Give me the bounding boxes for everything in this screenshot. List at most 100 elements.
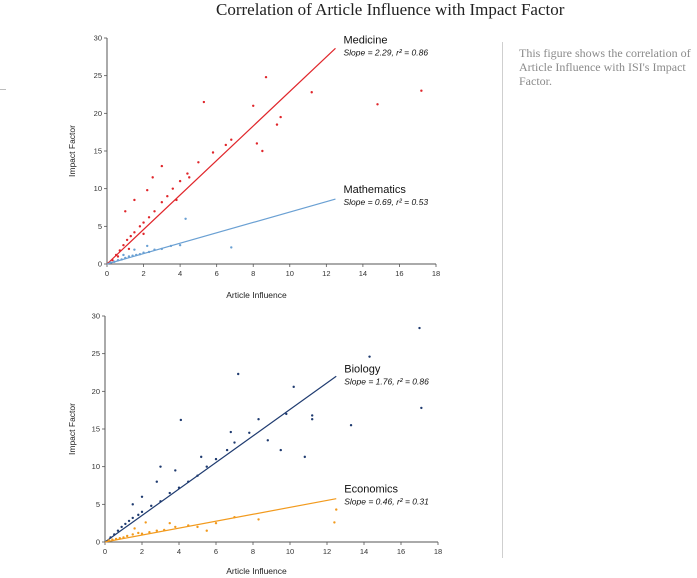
chart2-economics-point bbox=[168, 521, 171, 525]
chart2-biology-point bbox=[248, 431, 251, 434]
chart2-biology-point bbox=[311, 414, 314, 417]
chart1-x-tick-label: 0 bbox=[105, 269, 109, 278]
chart2-economics-point bbox=[174, 525, 177, 529]
chart1-medicine-point bbox=[133, 198, 136, 202]
chart2-y-tick-label: 0 bbox=[96, 538, 100, 547]
chart1-mathematics-point bbox=[122, 253, 125, 257]
chart1-medicine-point bbox=[252, 104, 255, 108]
chart2-biology-trend-line bbox=[104, 375, 337, 543]
chart2-biology-point bbox=[155, 480, 158, 483]
chart1-y-tick-label: 25 bbox=[94, 71, 102, 80]
chart2-biology-point bbox=[200, 455, 203, 459]
chart1-medicine-point bbox=[142, 221, 145, 224]
chart1-x-tick-label: 2 bbox=[141, 269, 145, 278]
chart2-y-tick-label: 10 bbox=[92, 462, 100, 471]
chart2-economics-point bbox=[140, 532, 144, 535]
chart2-economics-point bbox=[257, 518, 260, 521]
chart2-y-tick-label: 30 bbox=[92, 312, 100, 321]
chart1-medicine-point bbox=[142, 232, 145, 236]
chart2-biology-point bbox=[349, 424, 353, 427]
chart1-medicine-series-label: Medicine bbox=[343, 34, 387, 46]
chart1-mathematics-point bbox=[230, 246, 233, 249]
chart1-x-tick-label: 6 bbox=[215, 269, 219, 278]
chart2-y-axis-label: Impact Factor bbox=[67, 403, 77, 455]
chart2-biology-point bbox=[311, 418, 314, 421]
figure-caption: This figure shows the correlation of Art… bbox=[519, 46, 691, 88]
chart2-biology-point bbox=[140, 510, 144, 514]
chart2-biology-point bbox=[303, 455, 306, 459]
chart1-mathematics-trend-line bbox=[106, 198, 336, 265]
chart1-x-tick-label: 12 bbox=[322, 269, 330, 278]
chart2-biology-point bbox=[179, 418, 183, 422]
chart2-biology-point bbox=[237, 372, 240, 376]
chart1-medicine-point bbox=[188, 176, 191, 179]
chart2-x-tick-label: 6 bbox=[214, 547, 218, 556]
chart2-biology-point bbox=[418, 326, 421, 330]
chart2-biology-point bbox=[116, 529, 120, 532]
chart2-biology-point bbox=[174, 469, 177, 472]
chart2-biology-point bbox=[205, 465, 208, 468]
chart2-biology-point bbox=[140, 495, 144, 498]
chart2-economics-point bbox=[214, 521, 218, 525]
chart2-biology-point bbox=[368, 355, 371, 358]
chart1-medicine-point bbox=[171, 187, 174, 190]
chart2-biology-point bbox=[285, 412, 288, 416]
chart2-biology-point bbox=[150, 504, 153, 508]
chart2-x-tick-label: 8 bbox=[251, 547, 255, 556]
chart1-medicine-point bbox=[116, 255, 120, 258]
chart2-economics-point bbox=[131, 533, 134, 536]
chart2-x-tick-label: 0 bbox=[103, 547, 107, 556]
chart2-y-tick-label: 5 bbox=[96, 500, 100, 509]
chart1-mathematics-point bbox=[133, 248, 136, 251]
chart1-medicine-point bbox=[129, 234, 132, 238]
chart2-biology-point bbox=[420, 406, 423, 410]
chart2-y-tick-label: 20 bbox=[92, 387, 100, 396]
chart1-x-tick-label: 8 bbox=[251, 269, 255, 278]
chart2-biology-point bbox=[214, 457, 218, 461]
chart1-medicine-point bbox=[151, 176, 154, 179]
chart1-y-tick-label: 15 bbox=[94, 147, 102, 156]
chart1-medicine-point bbox=[160, 201, 164, 204]
chart1-medicine-point bbox=[264, 75, 268, 79]
chart1-x-tick-label: 10 bbox=[286, 269, 294, 278]
chart2-biology-point bbox=[257, 418, 260, 421]
chart1-x-tick-label: 14 bbox=[359, 269, 367, 278]
chart1-mathematics-point bbox=[146, 244, 149, 248]
chart1-medicine-point bbox=[127, 247, 131, 251]
chart1-medicine-trend-line bbox=[106, 47, 336, 265]
chart1-medicine-point bbox=[122, 243, 125, 247]
chart2-economics-point bbox=[126, 534, 129, 538]
chart1-medicine-point bbox=[146, 188, 149, 192]
chart2-biology-point bbox=[137, 513, 140, 517]
chart2-economics-point bbox=[148, 531, 151, 534]
chart1-medicine-stat-label: Slope = 2.29, r² = 0.86 bbox=[343, 47, 428, 57]
chart1-x-tick-label: 16 bbox=[395, 269, 403, 278]
chart1-x-tick-label: 4 bbox=[178, 269, 182, 278]
chart1-y-tick-label: 5 bbox=[98, 222, 102, 231]
chart1-medicine-point bbox=[261, 149, 264, 153]
chart1-mathematics-point bbox=[178, 243, 182, 247]
chart1-medicine-point bbox=[124, 210, 127, 213]
chart2-biology-point bbox=[279, 448, 282, 452]
chart2-economics-point bbox=[144, 521, 147, 524]
chart2-economics-point bbox=[205, 529, 208, 532]
chart2-x-tick-label: 2 bbox=[140, 547, 144, 556]
chart1-medicine-point bbox=[138, 225, 142, 228]
chart2-x-tick-label: 4 bbox=[177, 547, 181, 556]
chart2-economics-stat-label: Slope = 0.46, r² = 0.31 bbox=[344, 497, 429, 507]
chart2-y-tick-label: 25 bbox=[92, 349, 100, 358]
chart1-medicine-point bbox=[186, 172, 189, 175]
chart2-x-tick-label: 12 bbox=[323, 547, 331, 556]
chart1-y-tick-label: 0 bbox=[98, 260, 102, 269]
chart1-x-axis-label: Article Influence bbox=[226, 290, 287, 300]
chart2-biology-point bbox=[292, 385, 295, 389]
chart1-medicine-point bbox=[153, 210, 156, 213]
chart2-biology-point bbox=[233, 441, 236, 444]
chart2-biology-point bbox=[168, 491, 171, 495]
chart2-biology-point bbox=[127, 519, 131, 523]
chart2-biology-point bbox=[120, 525, 123, 529]
chart1-medicine-point bbox=[160, 164, 164, 168]
chart2-x-tick-label: 10 bbox=[286, 547, 294, 556]
chart1-medicine-point bbox=[202, 100, 206, 104]
